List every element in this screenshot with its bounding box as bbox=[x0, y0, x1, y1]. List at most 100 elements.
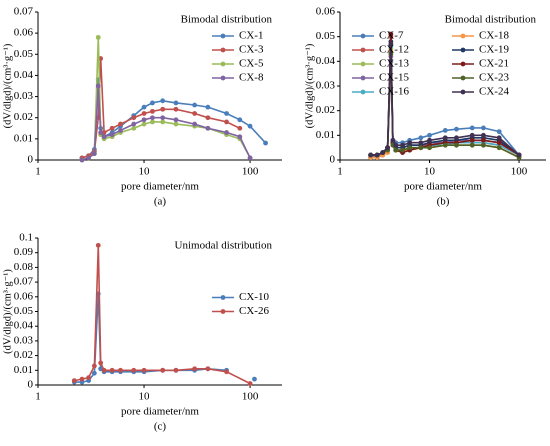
point bbox=[237, 125, 243, 131]
y-tick-label: 0.09 bbox=[14, 246, 34, 258]
point bbox=[150, 115, 155, 121]
point bbox=[205, 125, 211, 131]
point bbox=[118, 121, 123, 127]
point bbox=[109, 125, 115, 131]
point bbox=[252, 376, 257, 382]
legend-label: CX-24 bbox=[479, 86, 509, 98]
y-tick-label: 0.06 bbox=[316, 6, 336, 18]
annotation: Bimodal distribution bbox=[181, 14, 273, 26]
point bbox=[150, 100, 155, 106]
x-tick-label: 10 bbox=[139, 391, 151, 403]
point bbox=[205, 115, 211, 121]
point bbox=[442, 127, 448, 133]
point bbox=[192, 102, 198, 108]
x-axis-label: pore diameter/nm bbox=[404, 181, 482, 193]
y-tick-label: 0 bbox=[330, 154, 336, 166]
point bbox=[481, 125, 486, 131]
y-tick-label: 0.07 bbox=[14, 6, 34, 18]
y-tick-label: 0.02 bbox=[14, 111, 33, 123]
y-tick-label: 0 bbox=[28, 154, 34, 166]
legend-label: CX-19 bbox=[479, 44, 509, 56]
x-tick-label: 1 bbox=[35, 391, 41, 403]
y-axis-label: (dV/dlgd)/(cm³·g⁻¹) bbox=[2, 269, 13, 354]
legend-label: CX-21 bbox=[479, 58, 509, 70]
point bbox=[224, 119, 229, 125]
point bbox=[481, 142, 486, 148]
point bbox=[192, 366, 198, 372]
point bbox=[247, 155, 253, 161]
point bbox=[71, 378, 77, 383]
point bbox=[496, 135, 502, 141]
point bbox=[98, 130, 104, 135]
point bbox=[516, 152, 522, 158]
point bbox=[79, 376, 85, 382]
legend-marker bbox=[220, 309, 226, 314]
point bbox=[131, 367, 137, 373]
point bbox=[131, 125, 137, 131]
y-tick-label: 0.02 bbox=[14, 349, 33, 361]
y-tick-label: 0.01 bbox=[14, 364, 33, 376]
point bbox=[400, 147, 405, 153]
point bbox=[109, 132, 115, 138]
point bbox=[427, 145, 432, 151]
point bbox=[442, 135, 448, 141]
legend-label: CX-15 bbox=[379, 72, 409, 84]
point bbox=[418, 140, 424, 146]
x-tick-label: 100 bbox=[511, 166, 528, 178]
legend-marker bbox=[460, 89, 466, 95]
point bbox=[427, 132, 432, 138]
point bbox=[469, 142, 475, 148]
caption: (c) bbox=[154, 421, 167, 433]
legend-label: CX-23 bbox=[479, 72, 509, 84]
legend-marker bbox=[220, 75, 226, 81]
y-tick-label: 0.04 bbox=[14, 320, 34, 332]
point bbox=[368, 152, 374, 158]
y-tick-label: 0.03 bbox=[14, 90, 34, 102]
point bbox=[173, 106, 179, 112]
point bbox=[160, 119, 166, 125]
legend-label: CX-5 bbox=[239, 58, 264, 70]
x-tick-label: 1 bbox=[337, 166, 343, 178]
legend-marker bbox=[460, 47, 466, 53]
point bbox=[150, 108, 155, 114]
point bbox=[141, 111, 147, 116]
legend-label: CX-12 bbox=[379, 44, 409, 56]
point bbox=[79, 157, 85, 163]
point bbox=[160, 115, 166, 121]
y-tick-label: 0.01 bbox=[316, 129, 335, 141]
legend-marker bbox=[220, 295, 226, 300]
series-line bbox=[81, 37, 251, 161]
point bbox=[380, 150, 386, 156]
point bbox=[418, 135, 424, 141]
point bbox=[173, 117, 179, 123]
point bbox=[118, 367, 123, 373]
point bbox=[454, 135, 459, 141]
point bbox=[192, 121, 198, 127]
point bbox=[205, 366, 211, 372]
point bbox=[150, 119, 155, 125]
point bbox=[173, 100, 179, 106]
y-tick-label: 0.02 bbox=[316, 104, 335, 116]
y-tick-label: 0 bbox=[28, 379, 34, 391]
legend-marker bbox=[360, 89, 366, 95]
x-axis-label: pore diameter/nm bbox=[121, 181, 199, 193]
point bbox=[388, 31, 394, 37]
y-axis-label: (dV/dlgd)/(cm³·g⁻¹) bbox=[2, 43, 13, 128]
legend-marker bbox=[360, 61, 366, 67]
point bbox=[469, 125, 475, 131]
legend-marker bbox=[220, 61, 226, 67]
point bbox=[95, 83, 101, 89]
y-tick-label: 0.01 bbox=[14, 132, 33, 144]
y-tick-label: 0.04 bbox=[316, 55, 336, 67]
legend-marker bbox=[460, 33, 466, 39]
legend-label: CX-7 bbox=[379, 30, 404, 42]
point bbox=[141, 104, 147, 110]
x-tick-label: 10 bbox=[139, 166, 151, 178]
annotation: Unimodal distribution bbox=[175, 240, 273, 252]
point bbox=[160, 367, 166, 373]
point bbox=[496, 129, 502, 135]
point bbox=[98, 360, 104, 366]
point bbox=[237, 117, 243, 123]
point bbox=[224, 111, 229, 116]
